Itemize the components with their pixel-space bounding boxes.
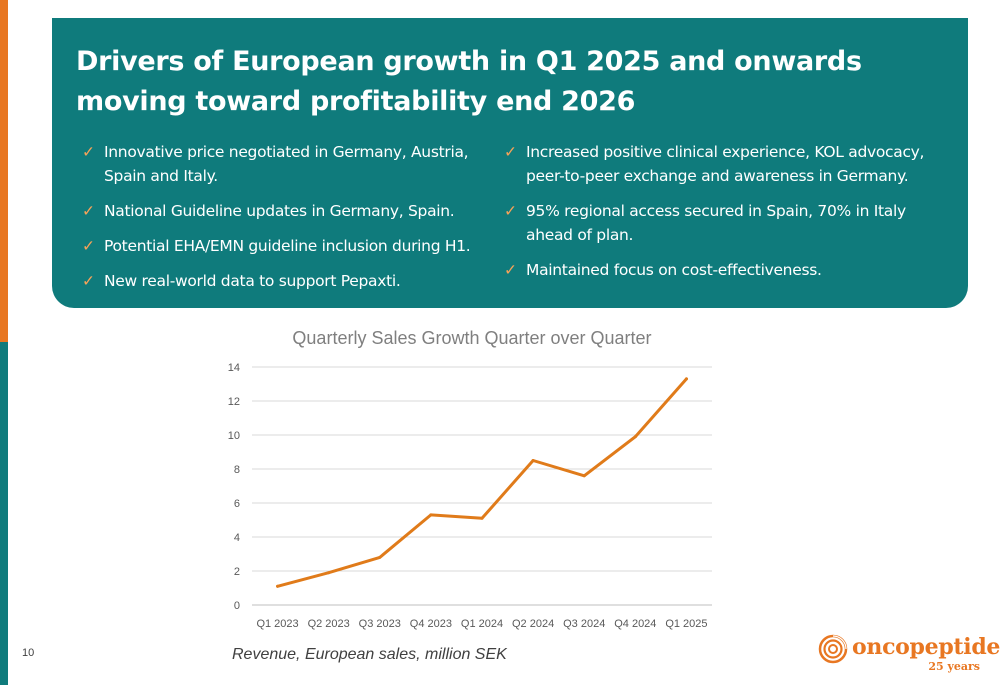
bullet-item: ✓ Maintained focus on cost-effectiveness. (504, 258, 954, 282)
x-tick-label: Q1 2023 (256, 618, 298, 630)
y-tick-label: 10 (228, 430, 240, 442)
bullet-text: Increased positive clinical experience, … (526, 143, 925, 185)
page-number: 10 (22, 647, 35, 659)
bullet-text: Potential EHA/EMN guideline inclusion du… (104, 237, 471, 255)
checkmark-icon: ✓ (504, 261, 517, 279)
checkmark-icon: ✓ (504, 202, 517, 220)
bullet-item: ✓ New real-world data to support Pepaxti. (82, 269, 502, 293)
bullet-item: ✓ 95% regional access secured in Spain, 7… (504, 199, 954, 247)
y-tick-label: 4 (234, 532, 240, 544)
data-point (276, 584, 280, 588)
logo-tagline: 25 years (928, 660, 980, 673)
data-point (480, 516, 484, 520)
bullet-item: ✓ Innovative price negotiated in Germany,… (82, 140, 502, 188)
chart-caption: Revenue, European sales, million SEK (232, 646, 507, 663)
y-tick-label: 0 (234, 600, 240, 612)
bullet-list-right: ✓ Increased positive clinical experience,… (504, 140, 954, 293)
bullet-text: Maintained focus on cost-effectiveness. (526, 261, 822, 279)
x-tick-label: Q4 2023 (410, 618, 452, 630)
x-tick-label: Q1 2025 (665, 618, 707, 630)
y-tick-label: 2 (234, 566, 240, 578)
x-tick-label: Q3 2024 (563, 618, 605, 630)
data-point (633, 435, 637, 439)
checkmark-icon: ✓ (82, 237, 95, 255)
slide-title: Drivers of European growth in Q1 2025 an… (76, 46, 862, 117)
bullet-item: ✓ National Guideline updates in Germany, … (82, 199, 502, 223)
x-tick-label: Q2 2023 (308, 618, 350, 630)
side-accent-orange (0, 0, 8, 342)
bullet-text: Innovative price negotiated in Germany, … (104, 143, 469, 185)
logo-swirl-icon (818, 634, 848, 664)
data-point (531, 459, 535, 462)
data-point (582, 474, 586, 478)
checkmark-icon: ✓ (82, 143, 95, 161)
bullet-item: ✓ Potential EHA/EMN guideline inclusion d… (82, 234, 502, 258)
chart-series (276, 377, 688, 588)
data-point (429, 513, 433, 517)
x-tick-label: Q3 2023 (359, 618, 401, 630)
header-panel: Drivers of European growth in Q1 2025 an… (52, 18, 968, 308)
series-line (276, 377, 688, 588)
data-point (684, 377, 688, 381)
chart-gridlines (252, 366, 712, 606)
y-tick-label: 8 (234, 464, 240, 476)
bullet-text: New real-world data to support Pepaxti. (104, 272, 401, 290)
bullet-list-left: ✓ Innovative price negotiated in Germany,… (82, 140, 502, 304)
x-tick-label: Q1 2024 (461, 618, 503, 630)
checkmark-icon: ✓ (82, 272, 95, 290)
y-tick-label: 14 (228, 362, 240, 374)
data-point (378, 555, 382, 559)
y-tick-label: 6 (234, 498, 240, 510)
x-tick-label: Q2 2024 (512, 618, 554, 630)
company-logo: oncopeptides 25 years (818, 630, 1000, 674)
side-accent-teal (0, 342, 8, 685)
checkmark-icon: ✓ (504, 143, 517, 161)
x-axis-ticks: Q1 2023 Q2 2023 Q3 2023 Q4 2023 Q1 2024 Q2 20… (256, 618, 707, 630)
bullet-text: 95% regional access secured in Spain, 70… (526, 202, 906, 244)
checkmark-icon: ✓ (82, 202, 95, 220)
data-point (327, 571, 331, 575)
logo-wordmark: oncopeptides (852, 634, 1000, 660)
y-tick-label: 12 (228, 396, 240, 408)
bullet-item: ✓ Increased positive clinical experience,… (504, 140, 954, 188)
x-tick-label: Q4 2024 (614, 618, 656, 630)
y-axis-ticks: 0 2 4 6 8 10 12 14 (228, 362, 240, 612)
chart-title: Quarterly Sales Growth Quarter over Quar… (292, 328, 651, 348)
bullet-text: National Guideline updates in Germany, S… (104, 202, 455, 220)
